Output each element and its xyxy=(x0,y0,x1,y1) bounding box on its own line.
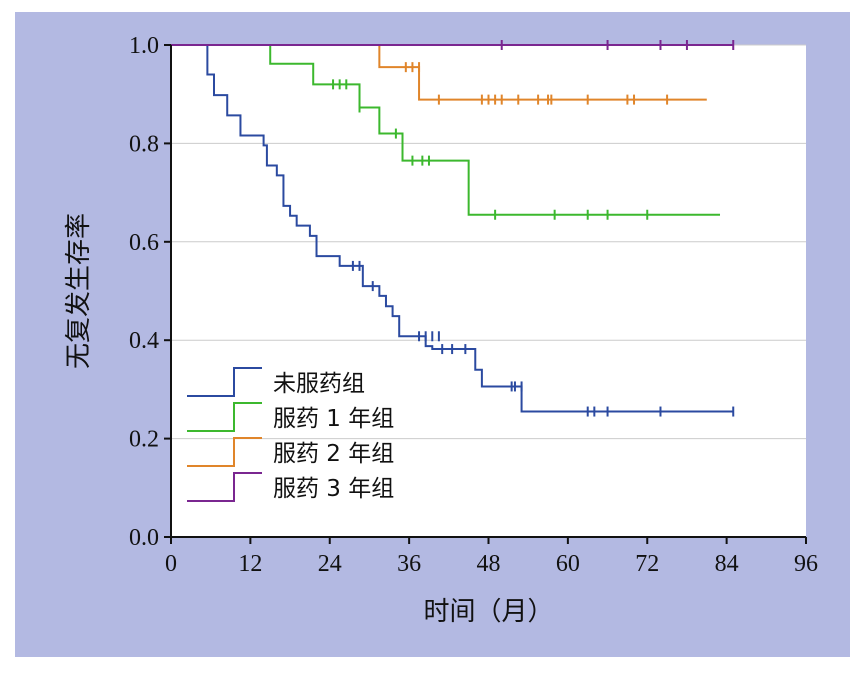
legend-item: 服药 2 年组 xyxy=(187,437,394,467)
x-tick-label: 36 xyxy=(397,551,421,577)
km-chart: 0.0 0.2 0.4 0.6 0.8 1.0 0 12 24 36 48 60 72 84 96 未服药组… xyxy=(64,33,818,627)
y-axis-title: 无复发生存率 xyxy=(64,213,94,369)
x-tick-label: 60 xyxy=(556,551,580,577)
survival-curve xyxy=(171,44,734,413)
x-tick-label: 0 xyxy=(165,551,177,577)
legend-item: 服药 3 年组 xyxy=(187,472,394,502)
y-tick-label: 1.0 xyxy=(129,33,159,59)
y-tick-label: 0.6 xyxy=(129,230,159,256)
y-tick-label: 0.8 xyxy=(129,131,159,157)
legend-swatch xyxy=(187,402,262,432)
x-tick-label: 84 xyxy=(715,551,739,577)
legend-item: 未服药组 xyxy=(187,367,365,397)
y-tick-label: 0.4 xyxy=(129,328,159,354)
x-tick-label: 48 xyxy=(477,551,501,577)
legend-swatch xyxy=(187,472,262,502)
legend-label: 服药 1 年组 xyxy=(273,406,394,432)
legend-item: 服药 1 年组 xyxy=(187,402,394,432)
series-4 xyxy=(171,40,735,50)
axes: 0.0 0.2 0.4 0.6 0.8 1.0 0 12 24 36 48 60 72 84 96 xyxy=(129,33,818,577)
legend-label: 服药 3 年组 xyxy=(273,476,394,502)
survival-curve xyxy=(171,44,721,216)
x-tick-label: 96 xyxy=(794,551,818,577)
figure-background: 0.0 0.2 0.4 0.6 0.8 1.0 0 12 24 36 48 60 72 84 96 未服药组… xyxy=(15,12,850,657)
y-tick-label: 0.0 xyxy=(129,525,159,551)
legend-label: 未服药组 xyxy=(273,371,365,397)
series-2 xyxy=(171,44,721,220)
legend-swatch xyxy=(187,437,262,467)
x-tick-label: 24 xyxy=(318,551,342,577)
y-tick-label: 0.2 xyxy=(129,427,159,453)
legend-swatch xyxy=(187,367,262,397)
plot-area xyxy=(171,45,806,537)
x-axis-title: 时间（月） xyxy=(423,597,553,627)
series-layer xyxy=(171,40,735,417)
x-tick-label: 12 xyxy=(238,551,262,577)
series-1 xyxy=(171,44,735,417)
legend-label: 服药 2 年组 xyxy=(273,441,394,467)
x-tick-label: 72 xyxy=(635,551,659,577)
